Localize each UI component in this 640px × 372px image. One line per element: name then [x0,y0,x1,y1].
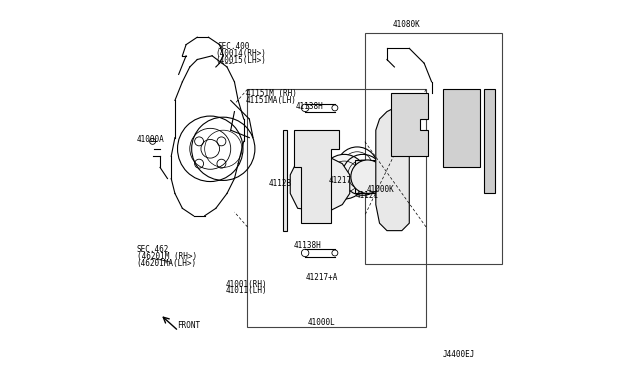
Circle shape [322,154,367,199]
Text: 41011(LH): 41011(LH) [225,286,267,295]
Text: 41080K: 41080K [392,20,420,29]
Bar [248,89,426,327]
Polygon shape [283,130,287,231]
Text: 41217+A: 41217+A [306,273,338,282]
Text: J4400EJ: J4400EJ [443,350,475,359]
Bar [365,33,502,264]
Text: 41128: 41128 [269,179,292,187]
Polygon shape [291,156,349,212]
Text: 41138H: 41138H [296,102,324,110]
Text: FRONT: FRONT [177,321,200,330]
Text: (40015(LH>): (40015(LH>) [216,56,267,65]
Text: 41000L: 41000L [308,318,336,327]
Text: 41000A: 41000A [136,135,164,144]
Text: 41151M (RH): 41151M (RH) [246,89,296,98]
Text: (46201M (RH>): (46201M (RH>) [136,252,196,261]
Text: 41217: 41217 [328,176,351,185]
Circle shape [351,160,385,193]
Polygon shape [484,89,495,193]
Text: 41151MA(LH): 41151MA(LH) [246,96,296,105]
Bar [443,97,476,164]
Polygon shape [294,130,339,223]
Text: 41138H: 41138H [294,241,322,250]
Bar [355,160,380,193]
Text: 41121: 41121 [355,191,378,200]
Polygon shape [390,93,428,156]
Text: SEC.400: SEC.400 [218,42,250,51]
Polygon shape [443,89,480,167]
Text: (40014(RH>): (40014(RH>) [216,49,267,58]
Text: 41000K: 41000K [367,185,394,194]
Text: (46201MA(LH>): (46201MA(LH>) [136,259,196,268]
Text: SEC.462: SEC.462 [136,246,169,254]
Polygon shape [376,104,410,231]
Text: 41001(RH): 41001(RH) [225,280,267,289]
